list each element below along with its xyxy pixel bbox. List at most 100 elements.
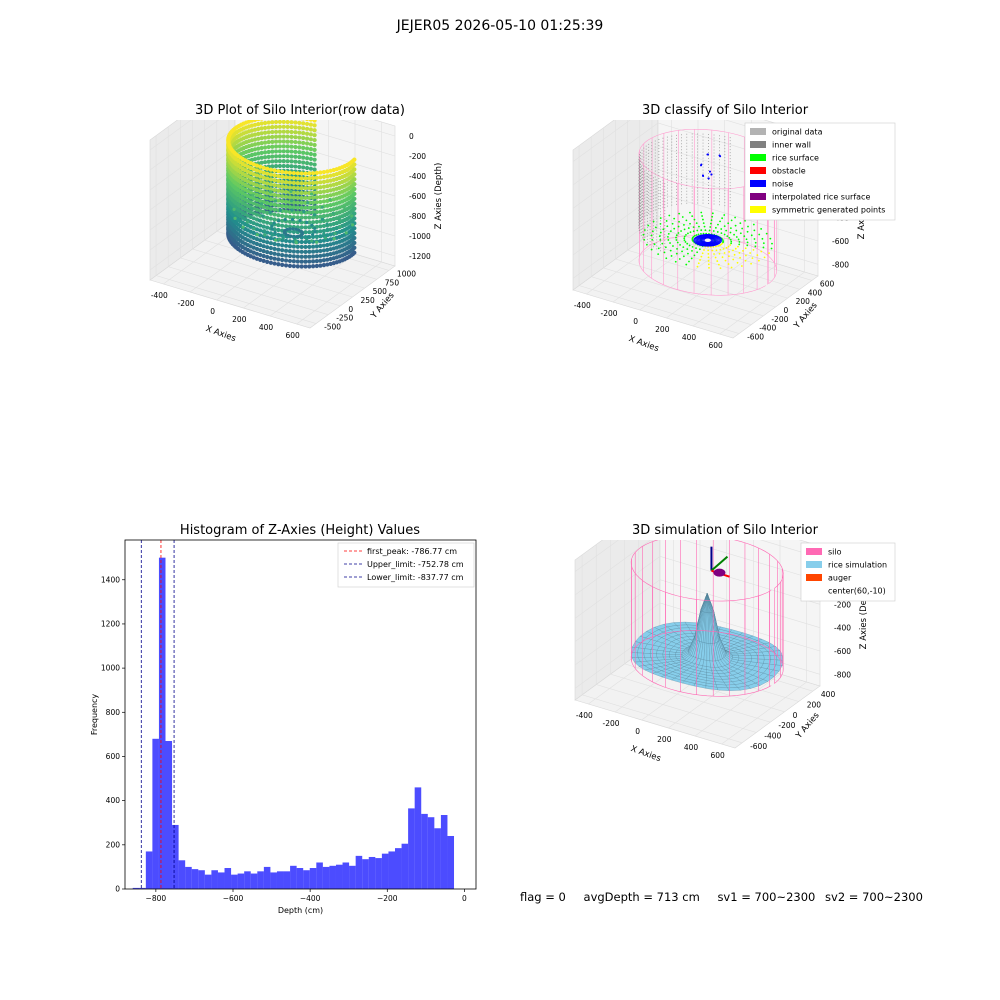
point (277, 139, 282, 144)
point (272, 241, 277, 247)
point (261, 195, 266, 200)
point (723, 214, 726, 216)
point (272, 251, 277, 256)
point (321, 209, 327, 214)
point (352, 167, 357, 172)
point (261, 219, 266, 224)
point (307, 176, 312, 181)
point (265, 171, 270, 176)
point (251, 245, 256, 250)
point (724, 259, 727, 262)
point (732, 258, 735, 261)
z-axis-label: Z Axies (Depth) (434, 163, 444, 230)
point (283, 243, 289, 248)
point (670, 255, 673, 257)
point (265, 240, 270, 245)
histogram-bar (440, 815, 448, 889)
point (297, 135, 302, 140)
point (251, 221, 256, 226)
point (311, 220, 316, 225)
point (295, 254, 300, 259)
histogram-bar (408, 808, 415, 889)
silo-wireframe (630, 540, 784, 697)
point (352, 235, 357, 241)
x-tick-label: 600 (709, 341, 724, 350)
point (328, 261, 333, 266)
point (299, 215, 304, 220)
point (321, 174, 327, 180)
point (295, 249, 300, 254)
histogram-bar (395, 848, 402, 889)
point (318, 219, 323, 224)
point (258, 189, 263, 194)
point (325, 252, 330, 257)
point (643, 229, 646, 231)
point (730, 240, 733, 243)
point (291, 170, 296, 176)
silo-ring (638, 235, 777, 296)
point (272, 207, 277, 212)
point (266, 154, 271, 159)
point (268, 245, 273, 251)
point (739, 232, 742, 235)
x-axis-label: X Axies (629, 744, 662, 764)
point (307, 230, 312, 235)
point (307, 244, 312, 249)
point (736, 261, 739, 264)
point (251, 181, 256, 187)
point (259, 131, 264, 136)
point (321, 189, 327, 194)
point (314, 214, 319, 220)
x-tick-label: 400 (259, 323, 274, 332)
point (280, 262, 285, 268)
histogram-bar (388, 851, 395, 889)
point (352, 206, 357, 211)
point (678, 220, 680, 223)
point (256, 131, 261, 137)
point (268, 182, 273, 187)
z-tick-label: -600 (832, 237, 849, 246)
legend-label: interpolated rice surface (772, 193, 870, 202)
point (293, 125, 298, 130)
point (318, 243, 323, 249)
point (280, 199, 285, 204)
mesh-face (643, 653, 651, 658)
point (311, 249, 316, 254)
point (693, 254, 696, 257)
point (280, 248, 285, 253)
mesh-face (662, 650, 670, 655)
point (272, 227, 277, 232)
point (726, 235, 729, 238)
point (676, 241, 679, 244)
point (283, 184, 289, 190)
point (320, 217, 325, 221)
point (307, 210, 312, 215)
point (669, 230, 672, 233)
point (301, 131, 306, 136)
point (318, 194, 323, 200)
point (745, 238, 748, 241)
point (265, 215, 270, 220)
point (261, 244, 266, 249)
point (270, 154, 275, 159)
point (753, 238, 756, 240)
point (301, 165, 306, 170)
mesh-face (637, 647, 645, 654)
point (303, 244, 308, 250)
point (256, 156, 261, 161)
point (263, 120, 268, 126)
point (283, 214, 289, 219)
point (303, 264, 308, 269)
point (280, 218, 285, 223)
raw-point-cloud (226, 120, 357, 269)
point (278, 208, 282, 212)
point (311, 259, 316, 264)
point (318, 263, 323, 268)
point (294, 227, 298, 231)
point (258, 198, 263, 204)
x-tick-label: -200 (600, 309, 617, 318)
point (287, 229, 293, 234)
point (665, 257, 668, 260)
point (295, 185, 300, 191)
point (675, 252, 678, 255)
